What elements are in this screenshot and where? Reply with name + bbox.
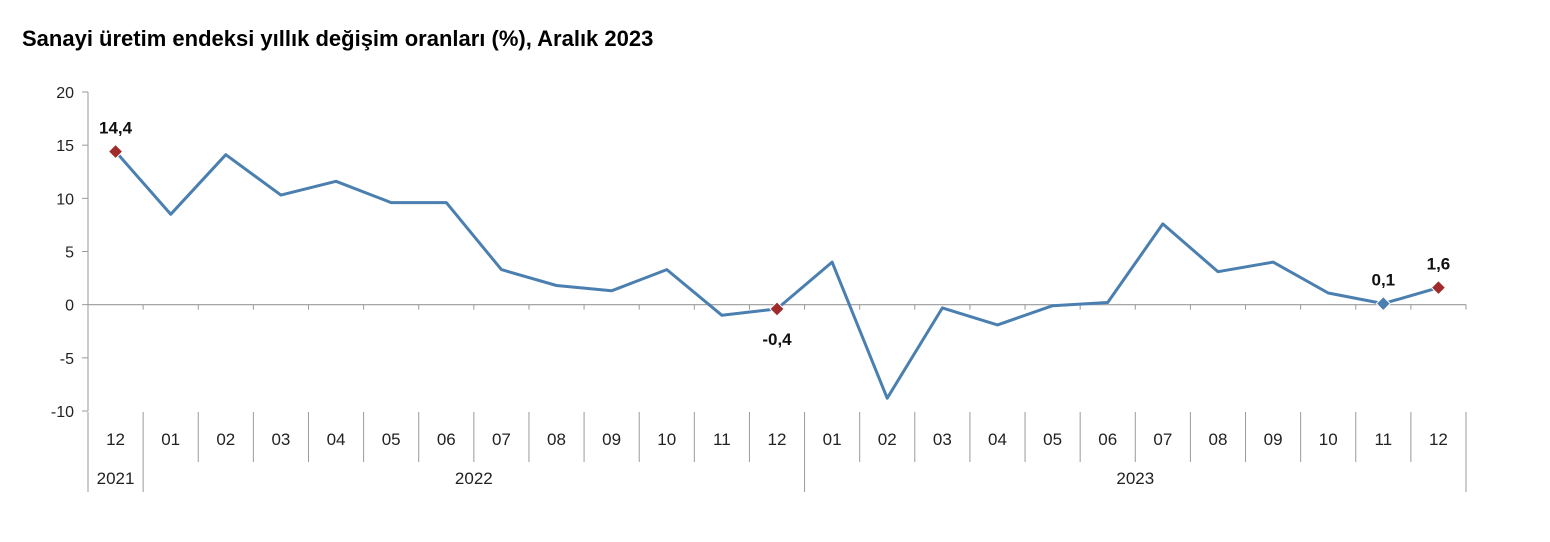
x-tick-label: 10 xyxy=(657,430,676,449)
axes xyxy=(87,92,1467,411)
x-tick-label: 09 xyxy=(602,430,621,449)
x-tick-label: 03 xyxy=(933,430,952,449)
x-tick-label: 01 xyxy=(823,430,842,449)
y-tick-label: 10 xyxy=(56,191,74,208)
x-tick-label: 05 xyxy=(382,430,401,449)
series-line xyxy=(114,150,1440,400)
data-label: 0,1 xyxy=(1371,271,1395,290)
y-tick-label: 0 xyxy=(65,298,74,315)
data-label: -0,4 xyxy=(762,330,792,349)
markers-group: 14,4 -0,4 0,1 1,6 xyxy=(99,119,1450,349)
x-axis: 12 01 02 03 04 05 06 07 08 09 10 11 12 01 02 03 04 05 06 07… xyxy=(87,412,1467,492)
x-tick-label: 01 xyxy=(161,430,180,449)
data-label: 1,6 xyxy=(1427,255,1451,274)
x-tick-label: 07 xyxy=(1153,430,1172,449)
data-point-marker xyxy=(107,143,124,160)
x-tick-label: 06 xyxy=(1098,430,1117,449)
x-tick-label: 12 xyxy=(106,430,125,449)
x-tick-label: 12 xyxy=(1429,430,1448,449)
x-tick-label: 09 xyxy=(1264,430,1283,449)
y-axis: 20 15 10 5 0 -5 -10 xyxy=(51,85,88,421)
x-tick-label: 08 xyxy=(547,430,566,449)
x-tick-label: 02 xyxy=(878,430,897,449)
data-label: 14,4 xyxy=(99,119,133,138)
data-point-marker xyxy=(1375,295,1392,312)
y-tick-label: 15 xyxy=(56,138,74,155)
x-tick-label: 11 xyxy=(1374,430,1392,449)
year-label: 2022 xyxy=(455,469,493,488)
year-label: 2023 xyxy=(1116,469,1154,488)
series-group xyxy=(114,150,1440,400)
y-tick-label: 5 xyxy=(65,245,74,262)
data-point-marker xyxy=(769,301,785,317)
x-tick-label: 11 xyxy=(713,430,731,449)
x-tick-label: 04 xyxy=(327,430,346,449)
y-tick-label: -10 xyxy=(51,404,74,421)
x-tick-label: 02 xyxy=(216,430,235,449)
x-tick-label: 03 xyxy=(271,430,290,449)
x-tick-label: 05 xyxy=(1043,430,1062,449)
chart-title: Sanayi üretim endeksi yıllık değişim ora… xyxy=(22,26,654,51)
y-tick-label: -5 xyxy=(60,351,74,368)
x-tick-label: 10 xyxy=(1319,430,1338,449)
x-tick-label: 06 xyxy=(437,430,456,449)
x-tick-label: 12 xyxy=(768,430,787,449)
data-point-marker xyxy=(1430,279,1447,296)
y-tick-label: 20 xyxy=(56,85,74,102)
year-label: 2021 xyxy=(97,469,135,488)
x-tick-label: 07 xyxy=(492,430,511,449)
x-tick-label: 04 xyxy=(988,430,1007,449)
x-tick-label: 08 xyxy=(1208,430,1227,449)
